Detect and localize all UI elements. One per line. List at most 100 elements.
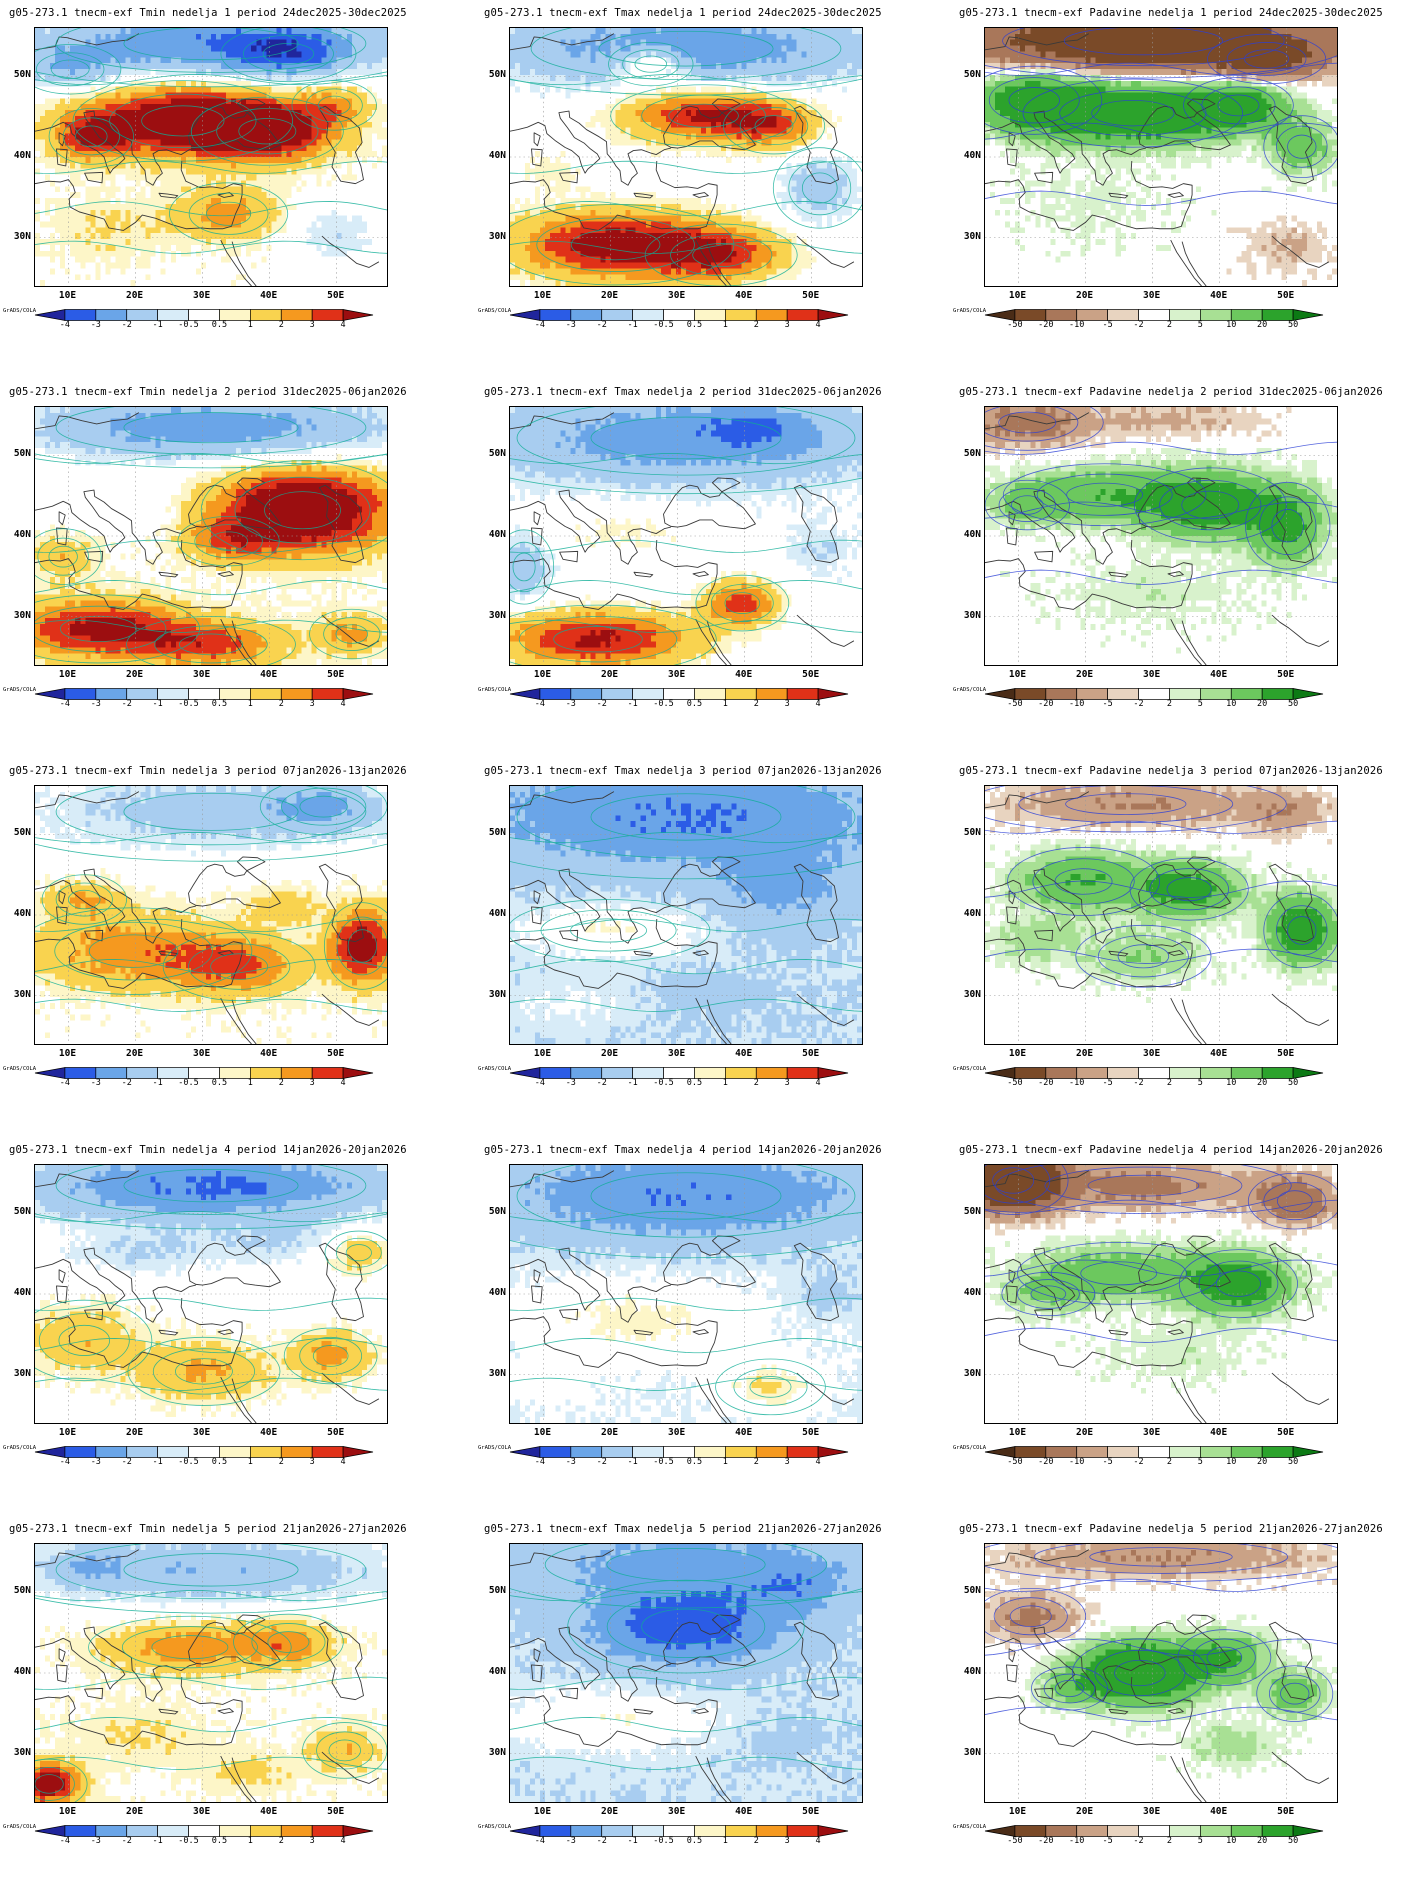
lon-tick-label: 40E <box>735 1806 753 1817</box>
map-area <box>34 785 388 1045</box>
graticule <box>510 28 862 286</box>
colorbar-segment <box>219 688 251 700</box>
lon-tick-label: 10E <box>1008 1427 1027 1438</box>
colorbar-segment <box>1169 309 1201 321</box>
map-overlay <box>985 407 1337 665</box>
colorbar-tick-label: -0.5 <box>653 1078 674 1088</box>
lon-tick-label: 30E <box>1143 1427 1161 1438</box>
colorbar-tick-label: -5 <box>1102 699 1113 709</box>
grads-cola-credit: GrADS/COLA <box>3 1824 37 1830</box>
panel-title: g05-273.1 tnecm-exf Padavine nedelja 1 p… <box>959 7 1383 19</box>
lat-tick-label: 30N <box>488 609 506 621</box>
lon-tick-label: 40E <box>735 1427 753 1438</box>
lat-tick-label: 50N <box>488 69 506 81</box>
colorbar-tick-label: 4 <box>340 1836 346 1846</box>
colorbar-tick-label: -20 <box>1038 1457 1054 1467</box>
grads-cola-credit: GrADS/COLA <box>3 308 37 314</box>
lon-tick-label: 40E <box>735 1048 753 1059</box>
lon-tick-label: 10E <box>533 1427 552 1438</box>
colorbar-segment <box>34 1446 66 1458</box>
colorbar-segment <box>632 688 664 700</box>
colorbar-segment <box>786 688 819 700</box>
colorbar-segment <box>188 1067 220 1079</box>
colorbar <box>509 685 849 700</box>
colorbar-tick-label: -20 <box>1038 1078 1054 1088</box>
colorbar-segment <box>663 1446 695 1458</box>
colorbar <box>509 306 849 321</box>
colorbar-segment <box>1076 309 1108 321</box>
grads-cola-credit: GrADS/COLA <box>478 687 512 693</box>
colorbar-tick-label: -0.5 <box>653 1457 674 1467</box>
colorbar-tick-label: 50 <box>1287 320 1299 330</box>
lon-tick-label: 30E <box>668 1806 686 1817</box>
colorbar-segment <box>1045 1825 1078 1837</box>
colorbar-tick-label: -2 <box>121 699 132 709</box>
lat-tick-label: 30N <box>963 988 981 1000</box>
colorbar-segment <box>126 1446 158 1458</box>
colorbar-segment <box>280 1446 313 1458</box>
colorbar-svg <box>34 688 374 700</box>
colorbar-tick-label: 20 <box>1257 1078 1268 1088</box>
colorbar-segment <box>219 1067 251 1079</box>
lat-tick-label: 40N <box>13 908 31 919</box>
colorbar-segment <box>1261 309 1294 321</box>
colorbar-tick-label: -1 <box>152 1078 163 1088</box>
panel-tmin-week-2: g05-273.1 tnecm-exf Tmin nedelja 2 perio… <box>0 379 475 758</box>
lat-tick-label: 50N <box>13 1206 31 1218</box>
lon-tick-label: 10E <box>58 1806 77 1817</box>
lon-tick-label: 50E <box>327 1048 345 1059</box>
contour-lines <box>510 407 862 665</box>
colorbar-segment <box>539 1067 572 1079</box>
colorbar-tick-label: 4 <box>815 320 821 330</box>
colorbar-svg <box>509 1446 849 1458</box>
colorbar-segment <box>1169 1446 1201 1458</box>
colorbar-tick-label: 1 <box>722 1836 728 1846</box>
colorbar-segment <box>1076 1825 1108 1837</box>
lat-tick-label: 30N <box>963 609 981 621</box>
grads-cola-credit: GrADS/COLA <box>953 1824 987 1830</box>
lon-tick-label: 20E <box>600 290 619 301</box>
colorbar-segment <box>984 688 1016 700</box>
colorbar-tick-label: 4 <box>815 1078 821 1088</box>
colorbar-segment <box>157 309 189 321</box>
colorbar-segment <box>95 309 128 321</box>
colorbar-segment <box>601 1446 633 1458</box>
colorbar-svg <box>34 1446 374 1458</box>
panel-tmin-week-3: g05-273.1 tnecm-exf Tmin nedelja 3 perio… <box>0 758 475 1137</box>
colorbar-svg <box>34 1825 374 1837</box>
lon-tick-label: 30E <box>193 1806 211 1817</box>
lon-tick-label: 50E <box>327 669 345 680</box>
colorbar-segment <box>1261 1067 1294 1079</box>
colorbar-tick-label: 4 <box>340 320 346 330</box>
map-area <box>509 1164 863 1424</box>
map-overlay <box>985 1165 1337 1423</box>
lat-tick-label: 40N <box>488 1666 506 1677</box>
lat-tick-label: 30N <box>13 1746 31 1758</box>
lat-tick-label: 30N <box>13 988 31 1000</box>
map-overlay <box>35 1165 387 1423</box>
colorbar-segment <box>1138 1446 1170 1458</box>
panel-tmin-week-4: g05-273.1 tnecm-exf Tmin nedelja 4 perio… <box>0 1137 475 1516</box>
colorbar-segment <box>64 1067 97 1079</box>
colorbar-tick-label: -2 <box>596 699 607 709</box>
colorbar <box>509 1822 849 1837</box>
colorbar-tick-label: -4 <box>59 699 71 709</box>
coastline <box>510 33 855 286</box>
colorbar-tick-label: 2 <box>753 1836 759 1846</box>
colorbar-segment <box>694 1446 726 1458</box>
colorbar-tick-label: 2 <box>278 1457 284 1467</box>
lon-tick-label: 40E <box>735 669 753 680</box>
colorbar-segment <box>632 1446 664 1458</box>
colorbar-segment <box>570 688 603 700</box>
colorbar-svg <box>509 688 849 700</box>
colorbar-tick-label: 50 <box>1287 1836 1299 1846</box>
lat-tick-label: 50N <box>488 827 506 839</box>
lon-tick-label: 50E <box>1277 669 1295 680</box>
lat-tick-label: 30N <box>963 1367 981 1379</box>
map-overlay <box>510 407 862 665</box>
colorbar-segment <box>126 1067 158 1079</box>
colorbar-tick-label: -2 <box>1133 1457 1144 1467</box>
lat-tick-label: 40N <box>963 1666 981 1677</box>
colorbar-tick-label: -1 <box>152 320 163 330</box>
colorbar-segment <box>1169 1067 1201 1079</box>
